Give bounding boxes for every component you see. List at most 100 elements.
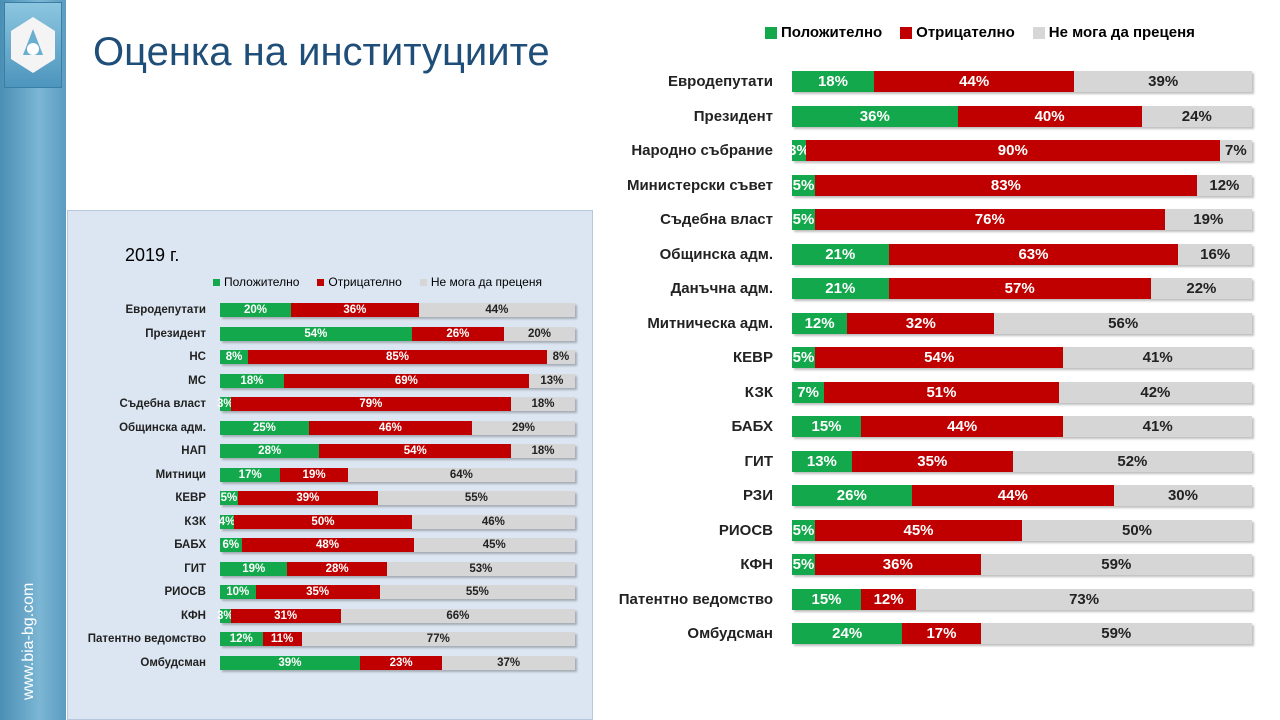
stacked-bar: 5% 83% 12% (792, 174, 1252, 196)
bar-segment-neutral: 19% (1164, 209, 1252, 230)
stacked-bar: 21% 63% 16% (792, 243, 1252, 265)
legend-swatch-0 (765, 26, 777, 39)
category-label: БАБХ (731, 418, 773, 435)
stacked-bar: 3% 31% 66% (217, 608, 575, 623)
bar-segment-neutral: 16% (1178, 243, 1252, 265)
bar-segment-positive: 39% (220, 655, 360, 670)
bar-row: КЗК 4% 50% 46% (68, 514, 575, 529)
bar-row: КЕВР 5% 39% 55% (68, 491, 575, 505)
stacked-bar: 3% 79% 18% (217, 397, 575, 411)
legend-label: Отрицателно (916, 24, 1015, 41)
bar-segment-negative: 48% (241, 538, 414, 552)
category-label: Митници (155, 468, 206, 481)
stacked-bar: 25% 46% 29% (220, 420, 575, 435)
category-label: Евродепутати (667, 73, 773, 90)
bar-row: Съдебна власт 3% 79% 18% (68, 397, 575, 411)
bar-segment-negative: 69% (283, 373, 529, 388)
bar-segment-neutral: 41% (1063, 347, 1252, 368)
bar-segment-neutral: 12% (1196, 174, 1252, 196)
bar-row: НАП 28% 54% 18% (68, 444, 575, 458)
bar-row: Президент 36% 40% 24% (560, 105, 1252, 127)
bar-segment-neutral: 77% (301, 632, 575, 646)
bar-row: Министерски съвет 5% 83% 12% (560, 174, 1252, 196)
bar-segment-negative: 19% (280, 467, 348, 482)
bar-row: КЗК 7% 51% 42% (560, 381, 1252, 403)
category-label: Евродепутати (125, 304, 206, 316)
bar-segment-neutral: 56% (994, 312, 1252, 334)
bar-segment-positive: 36% (792, 105, 958, 127)
category-label: Митническа адм. (647, 314, 773, 332)
category-label: КФН (181, 609, 206, 622)
stacked-bar: 20% 36% 44% (220, 303, 575, 317)
category-label: Общинска адм. (659, 245, 773, 263)
stacked-bar: 21% 57% 22% (792, 278, 1252, 299)
bar-segment-neutral: 39% (1074, 71, 1252, 92)
bar-segment-neutral: 44% (418, 303, 575, 317)
stacked-bar: 10% 35% 55% (220, 585, 575, 599)
bar-segment-negative: 51% (824, 381, 1059, 403)
bar-segment-positive: 15% (792, 416, 861, 437)
bar-row: КФН 5% 36% 59% (560, 554, 1252, 575)
bar-segment-positive: 5% (792, 174, 815, 196)
bar-segment-neutral: 18% (511, 397, 575, 411)
bar-segment-positive: 10% (220, 585, 256, 599)
category-label: КЕВР (175, 492, 206, 504)
bar-segment-negative: 50% (234, 514, 412, 529)
bar-segment-negative: 46% (308, 420, 473, 435)
bar-row: Съдебна власт 5% 76% 19% (560, 209, 1252, 230)
legend-label: Положително (224, 275, 300, 289)
bar-segment-positive: 26% (792, 485, 912, 506)
stacked-bar: 18% 44% 39% (792, 71, 1252, 92)
bar-segment-negative: 79% (230, 397, 512, 411)
bar-segment-negative: 32% (847, 312, 995, 334)
chart-2019-title: 2019 г. (125, 245, 180, 265)
stacked-bar: 24% 17% 59% (792, 623, 1252, 644)
bar-segment-negative: 54% (815, 347, 1064, 368)
bar-segment-neutral: 59% (980, 554, 1252, 575)
bar-row: КЕВР 5% 54% 41% (560, 347, 1252, 368)
bar-segment-negative: 40% (957, 105, 1142, 127)
bar-row: Евродепутати 20% 36% 44% (68, 303, 575, 317)
bar-segment-positive: 54% (220, 326, 412, 341)
bar-segment-neutral: 46% (411, 514, 575, 529)
category-label: РЗИ (743, 487, 773, 504)
bar-row: Общинска адм. 21% 63% 16% (560, 243, 1252, 265)
bar-segment-negative: 36% (815, 554, 981, 575)
sidebar: www.bia-bg.com (0, 0, 66, 720)
category-label: БАБХ (174, 539, 206, 551)
legend-swatch-2 (419, 278, 427, 286)
chart-main-legend: Положително Отрицателно Не мога да преценя (765, 24, 1213, 41)
bar-segment-positive: 17% (220, 467, 281, 482)
bar-row: БАБХ 6% 48% 45% (68, 538, 575, 552)
bar-segment-positive: 12% (220, 632, 263, 646)
bar-segment-positive: 5% (792, 519, 815, 541)
stacked-bar: 12% 32% 56% (792, 312, 1252, 334)
bar-segment-negative: 36% (291, 303, 419, 317)
bar-row: Митническа адм. 12% 32% 56% (560, 312, 1252, 334)
category-label: Общинска адм. (119, 421, 206, 434)
category-label: КЗК (184, 515, 206, 528)
bar-segment-positive: 6% (220, 538, 242, 552)
stacked-bar: 3% 90% 7% (788, 140, 1252, 161)
legend-label: Отрицателно (328, 275, 402, 289)
bar-segment-positive: 7% (792, 381, 825, 403)
bar-segment-positive: 18% (220, 373, 284, 388)
bar-row: Митници 17% 19% 64% (68, 467, 575, 482)
bar-segment-neutral: 53% (386, 561, 575, 576)
chart-2019-legend: Положително Отрицателно Не мога да преценя (213, 275, 560, 289)
bar-row: Евродепутати 18% 44% 39% (560, 71, 1252, 92)
bar-segment-positive: 5% (792, 554, 815, 575)
bar-segment-positive: 15% (792, 588, 861, 610)
stacked-bar: 5% 54% 41% (792, 347, 1252, 368)
bar-row: Патентно ведомство 12% 11% 77% (68, 632, 575, 646)
bar-segment-neutral: 64% (347, 467, 575, 482)
bar-row: Общинска адм. 25% 46% 29% (68, 420, 575, 435)
category-label: Президент (693, 107, 773, 125)
bar-segment-positive: 24% (792, 623, 903, 644)
bar-segment-positive: 5% (220, 491, 238, 505)
bar-row: Патентно ведомство 15% 12% 73% (560, 588, 1252, 610)
bar-row: Народно събрание 3% 90% 7% (560, 140, 1252, 161)
bar-segment-neutral: 18% (511, 444, 575, 458)
bar-segment-neutral: 29% (472, 420, 575, 435)
stacked-bar: 18% 69% 13% (220, 373, 575, 388)
